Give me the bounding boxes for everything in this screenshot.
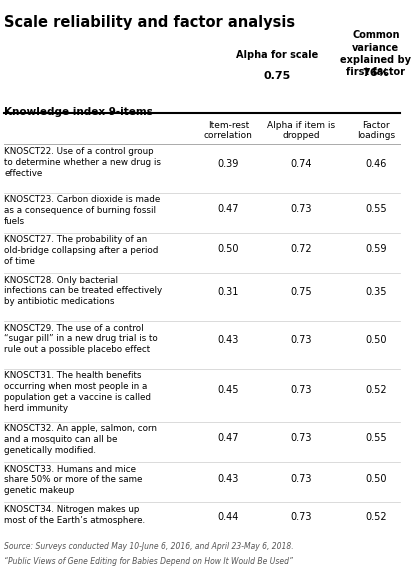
Text: 0.75: 0.75: [290, 288, 312, 297]
Text: KNOSCT31. The health benefits
occurring when most people in a
population get a v: KNOSCT31. The health benefits occurring …: [4, 371, 151, 413]
Text: KNOSCT29. The use of a control
“sugar pill” in a new drug trial is to
rule out a: KNOSCT29. The use of a control “sugar pi…: [4, 324, 158, 354]
Text: KNOSCT33. Humans and mice
share 50% or more of the same
genetic makeup: KNOSCT33. Humans and mice share 50% or m…: [4, 465, 143, 495]
Text: 0.50: 0.50: [365, 335, 387, 346]
Text: 0.52: 0.52: [365, 512, 387, 522]
Text: 0.73: 0.73: [290, 433, 312, 444]
Text: 0.75: 0.75: [263, 71, 291, 80]
Text: 0.73: 0.73: [290, 474, 312, 484]
Text: “Public Views of Gene Editing for Babies Depend on How It Would Be Used”: “Public Views of Gene Editing for Babies…: [4, 557, 293, 566]
Text: 0.44: 0.44: [218, 512, 239, 522]
Text: 0.43: 0.43: [218, 335, 239, 346]
Text: KNOSCT28. Only bacterial
infections can be treated effectively
by antibiotic med: KNOSCT28. Only bacterial infections can …: [4, 276, 162, 306]
Text: Alpha for scale: Alpha for scale: [236, 51, 318, 60]
Text: 0.31: 0.31: [218, 288, 239, 297]
Text: 0.47: 0.47: [218, 433, 239, 444]
Text: 0.72: 0.72: [290, 245, 312, 254]
Text: 0.50: 0.50: [218, 245, 239, 254]
Text: 0.73: 0.73: [290, 335, 312, 346]
Text: 0.73: 0.73: [290, 512, 312, 522]
Text: Factor
loadings: Factor loadings: [357, 121, 395, 141]
Text: 0.43: 0.43: [218, 474, 239, 484]
Text: 76%: 76%: [362, 68, 389, 78]
Text: Alpha if item is
dropped: Alpha if item is dropped: [267, 121, 335, 141]
Text: 0.47: 0.47: [218, 204, 239, 214]
Text: 0.73: 0.73: [290, 204, 312, 214]
Text: KNOSCT27. The probability of an
old-bridge collapsing after a period
of time: KNOSCT27. The probability of an old-brid…: [4, 235, 158, 266]
Text: KNOSCT34. Nitrogen makes up
most of the Earth’s atmosphere.: KNOSCT34. Nitrogen makes up most of the …: [4, 505, 145, 525]
Text: Knowledge index 9-items: Knowledge index 9-items: [4, 107, 153, 117]
Text: 0.39: 0.39: [218, 159, 239, 169]
Text: 0.35: 0.35: [365, 288, 387, 297]
Text: 0.52: 0.52: [365, 385, 387, 395]
Text: 0.46: 0.46: [365, 159, 387, 169]
Text: 0.45: 0.45: [218, 385, 239, 395]
Text: Source: Surveys conducted May 10-June 6, 2016, and April 23-May 6, 2018.: Source: Surveys conducted May 10-June 6,…: [4, 542, 294, 551]
Text: 0.74: 0.74: [290, 159, 312, 169]
Text: KNOSCT23. Carbon dioxide is made
as a consequence of burning fossil
fuels: KNOSCT23. Carbon dioxide is made as a co…: [4, 195, 160, 226]
Text: Common
variance
explained by
first factor: Common variance explained by first facto…: [340, 30, 411, 77]
Text: Item-rest
correlation: Item-rest correlation: [204, 121, 253, 141]
Text: 0.50: 0.50: [365, 474, 387, 484]
Text: KNOSCT32. An apple, salmon, corn
and a mosquito can all be
genetically modified.: KNOSCT32. An apple, salmon, corn and a m…: [4, 424, 157, 455]
Text: 0.59: 0.59: [365, 245, 387, 254]
Text: KNOSCT22. Use of a control group
to determine whether a new drug is
effective: KNOSCT22. Use of a control group to dete…: [4, 147, 161, 178]
Text: Scale reliability and factor analysis: Scale reliability and factor analysis: [4, 15, 295, 30]
Text: 0.73: 0.73: [290, 385, 312, 395]
Text: 0.55: 0.55: [365, 204, 387, 214]
Text: 0.55: 0.55: [365, 433, 387, 444]
